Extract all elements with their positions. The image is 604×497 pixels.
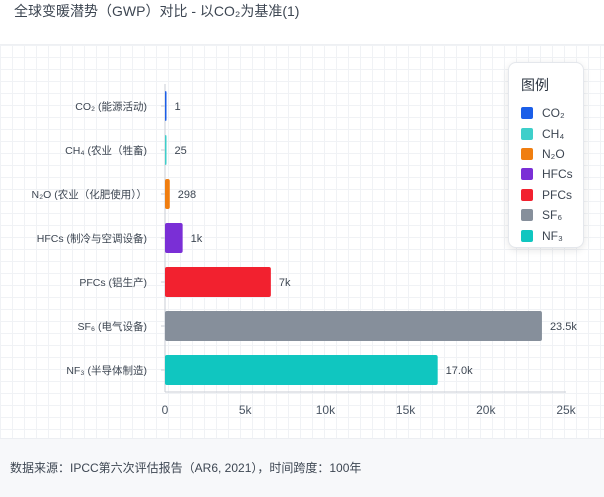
legend-swatch: [521, 229, 533, 242]
bar: [165, 91, 167, 121]
value-label: 25: [175, 145, 187, 157]
x-tick-label: 5k: [239, 403, 253, 417]
legend-item[interactable]: HFCs: [521, 164, 573, 184]
legend-label: NF₃: [542, 228, 563, 243]
legend-title: 图例: [521, 77, 549, 93]
legend-label: CH₄: [542, 126, 565, 141]
legend-item[interactable]: SF₆: [521, 205, 573, 225]
legend-swatch: [521, 168, 533, 181]
legend: 图例 CO₂ CH₄ N₂O HFCs PFCs SF₆ NF₃: [508, 62, 584, 248]
legend-swatch: [521, 107, 533, 120]
category-label: SF₆ (电气设备): [77, 320, 147, 333]
bar: [165, 179, 170, 209]
footer: 数据来源：IPCC第六次评估报告（AR6, 2021），时间跨度：100年: [0, 438, 604, 497]
category-label: HFCs (制冷与空调设备): [37, 232, 147, 245]
legend-swatch: [521, 188, 533, 201]
bar: [165, 135, 167, 165]
legend-swatch: [521, 209, 533, 222]
legend-item[interactable]: N₂O: [521, 144, 573, 164]
value-label: 298: [178, 189, 196, 201]
legend-label: N₂O: [542, 146, 565, 161]
legend-label: HFCs: [542, 167, 573, 182]
bar: [165, 223, 183, 253]
legend-swatch: [521, 127, 533, 140]
source-note: 数据来源：IPCC第六次评估报告（AR6, 2021），时间跨度：100年: [10, 461, 362, 475]
gwp-bar-chart: 0 5k 10k 15k 20k 25k CO₂ (能源活动) 1 CH₄ (农业（牲畜) 25 N…: [32, 84, 577, 417]
category-label: CH₄ (农业（牲畜): [65, 144, 147, 157]
bar: [165, 267, 271, 297]
value-label: 1k: [191, 233, 203, 245]
category-label: N₂O (农业（化肥使用））: [32, 188, 148, 201]
category-label: NF₃ (半导体制造): [66, 364, 147, 377]
category-label: CO₂ (能源活动): [75, 100, 147, 113]
title-bar: 全球变暖潜势（GWP）对比 - 以CO₂为基准(1): [0, 0, 604, 45]
bar: [165, 355, 438, 385]
legend-label: PFCs: [542, 187, 572, 202]
x-tick-label: 25k: [556, 403, 576, 417]
x-tick-label: 10k: [316, 403, 336, 417]
legend-item[interactable]: CO₂: [521, 103, 573, 123]
legend-label: SF₆: [542, 208, 563, 223]
value-label: 7k: [279, 277, 291, 289]
x-tick-label: 15k: [396, 403, 416, 417]
legend-item[interactable]: PFCs: [521, 185, 573, 205]
value-label: 23.5k: [550, 321, 577, 333]
value-label: 17.0k: [446, 365, 473, 377]
category-label: PFCs (铝生产): [79, 276, 147, 289]
x-tick-label: 20k: [476, 403, 496, 417]
value-label: 1: [175, 101, 181, 113]
legend-swatch: [521, 147, 533, 160]
legend-item[interactable]: CH₄: [521, 123, 573, 143]
chart-title: 全球变暖潜势（GWP）对比 - 以CO₂为基准(1): [14, 3, 300, 19]
x-tick-label: 0: [162, 403, 169, 417]
legend-list: CO₂ CH₄ N₂O HFCs PFCs SF₆ NF₃: [521, 103, 573, 246]
legend-item[interactable]: NF₃: [521, 225, 573, 245]
legend-label: CO₂: [542, 106, 565, 121]
bar: [165, 311, 542, 341]
